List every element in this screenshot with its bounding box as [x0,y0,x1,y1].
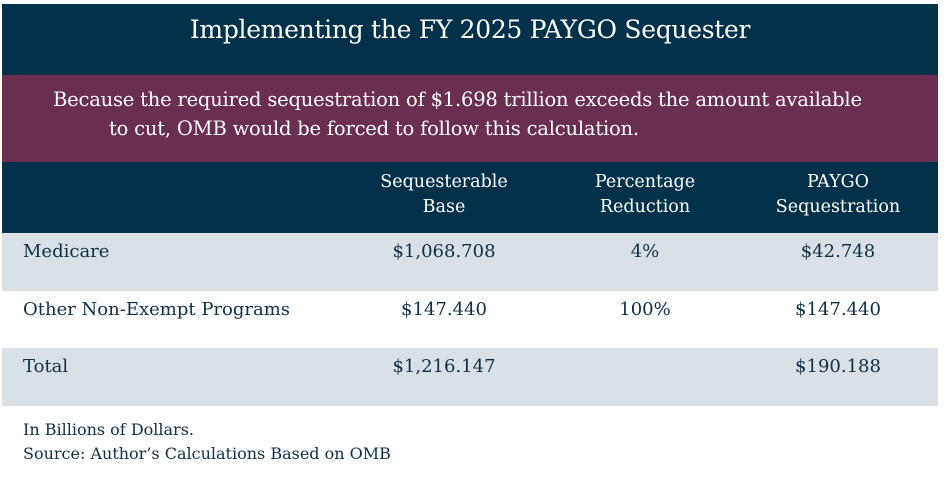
header-sequesterable-base: Sequesterable Base [340,170,548,220]
paygo-sequestration-value: $147.440 [795,299,881,320]
header-paygo-sequestration: PAYGO Sequestration [738,170,938,220]
table-row: Medicare $1,068.708 4% $42.748 [2,233,938,291]
figure-title: Implementing the FY 2025 PAYGO Sequester [189,15,751,44]
header-line: Base [422,197,466,217]
title-band: Implementing the FY 2025 PAYGO Sequester [2,4,938,75]
subtitle-band: Because the required sequestration of $1… [2,75,938,162]
table-header: Sequesterable Base Percentage Reduction … [2,162,938,233]
units-note: In Billions of Dollars. [23,420,194,439]
source-note: Source: Author’s Calculations Based on O… [23,444,391,463]
header-line: PAYGO [807,172,869,192]
footnotes: In Billions of Dollars. Source: Author’s… [23,418,391,466]
subtitle-line-2: to cut, OMB would be forced to follow th… [109,117,639,140]
header-line: Percentage [594,172,696,192]
header-line: Sequesterable [380,172,508,192]
sequesterable-base-value: $1,068.708 [392,241,496,262]
percentage-reduction-value: 100% [619,299,671,320]
sequesterable-base-value: $1,216.147 [392,356,496,377]
sequester-table-figure: Implementing the FY 2025 PAYGO Sequester… [2,4,938,406]
row-label: Medicare [23,241,110,262]
header-line: Reduction [599,197,691,217]
header-percentage-reduction: Percentage Reduction [542,170,748,220]
header-line: Sequestration [775,197,901,217]
paygo-sequestration-value: $42.748 [800,241,876,262]
table-row-total: Total $1,216.147 $190.188 [2,348,938,406]
subtitle-line-1: Because the required sequestration of $1… [53,88,862,111]
table-row: Other Non-Exempt Programs $147.440 100% … [2,291,938,349]
sequesterable-base-value: $147.440 [401,299,487,320]
paygo-sequestration-value: $190.188 [795,356,881,377]
percentage-reduction-value: 4% [630,241,660,262]
row-label: Other Non-Exempt Programs [23,299,291,320]
row-label: Total [23,356,69,377]
